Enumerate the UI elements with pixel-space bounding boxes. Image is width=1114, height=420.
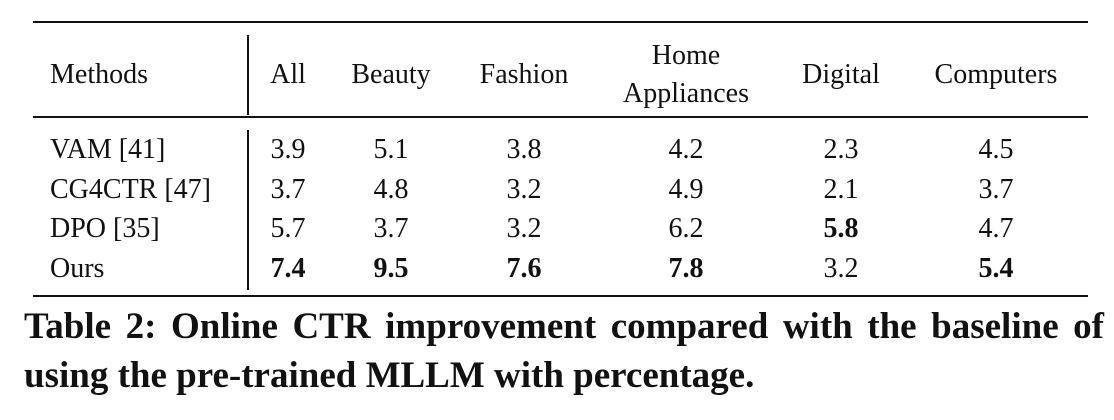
method-name: CG4CTR [47] bbox=[50, 174, 211, 205]
table-cell: 3.8 bbox=[506, 134, 542, 165]
bottom-rule bbox=[33, 295, 1088, 297]
caption: Table 2: Online CTR improvement compared… bbox=[24, 306, 1104, 396]
table-cell: 4.7 bbox=[978, 213, 1014, 244]
column-divider bbox=[247, 35, 249, 115]
table-cell: 5.8 bbox=[823, 213, 859, 244]
table-cell: 3.2 bbox=[823, 253, 859, 284]
column-header: Beauty bbox=[351, 59, 431, 90]
table-cell: 3.2 bbox=[506, 213, 542, 244]
column-header: Home Appliances bbox=[623, 40, 749, 109]
table-cell: 3.9 bbox=[270, 134, 306, 165]
table-cell: 9.5 bbox=[373, 253, 409, 284]
column-header: Fashion bbox=[479, 59, 569, 90]
table-cell: 3.2 bbox=[506, 174, 542, 205]
table-cell: 2.3 bbox=[823, 134, 859, 165]
method-name: Ours bbox=[50, 253, 105, 284]
table-cell: 5.7 bbox=[270, 213, 306, 244]
table-cell: 7.6 bbox=[506, 253, 542, 284]
table-cell: 7.4 bbox=[270, 253, 306, 284]
table-cell: 4.2 bbox=[668, 134, 704, 165]
column-header: Digital bbox=[802, 59, 880, 90]
table-cell: 3.7 bbox=[978, 174, 1014, 205]
method-name: DPO [35] bbox=[50, 213, 160, 244]
table-cell: 5.4 bbox=[978, 253, 1014, 284]
column-header: Methods bbox=[50, 59, 148, 90]
table-cell: 6.2 bbox=[668, 213, 704, 244]
table-cell: 4.8 bbox=[373, 174, 409, 205]
table-cell: 5.1 bbox=[373, 134, 409, 165]
mid-rule bbox=[33, 116, 1088, 118]
column-header: Computers bbox=[934, 59, 1058, 90]
table-cell: 3.7 bbox=[270, 174, 306, 205]
table-cell: 3.7 bbox=[373, 213, 409, 244]
column-divider bbox=[247, 130, 249, 290]
table-cell: 4.5 bbox=[978, 134, 1014, 165]
column-header: All bbox=[270, 59, 306, 90]
method-name: VAM [41] bbox=[50, 134, 166, 165]
table-cell: 2.1 bbox=[823, 174, 859, 205]
top-rule bbox=[33, 21, 1088, 23]
table-cell: 4.9 bbox=[668, 174, 704, 205]
table-cell: 7.8 bbox=[668, 253, 704, 284]
